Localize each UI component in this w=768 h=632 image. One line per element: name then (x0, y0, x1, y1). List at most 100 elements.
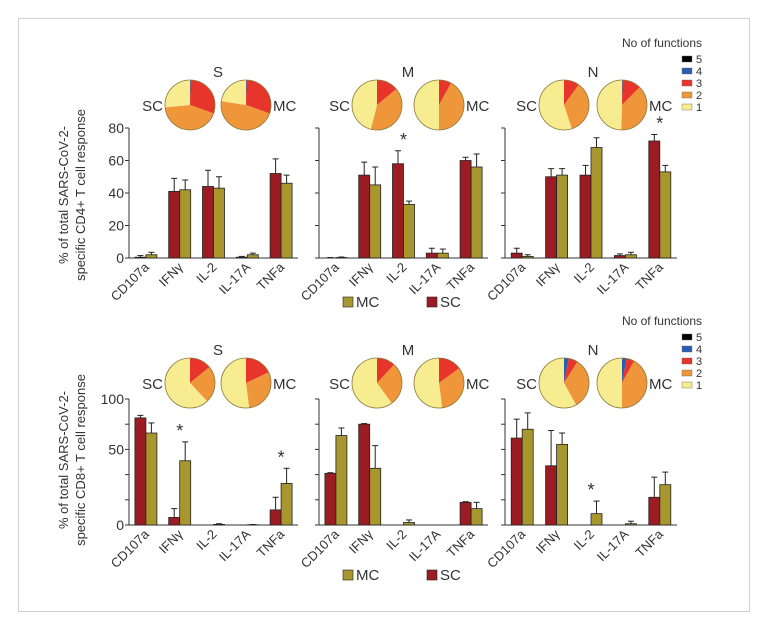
bar-SC-IFNγ (358, 423, 371, 526)
bar-SC-IL-17A (614, 255, 626, 259)
y-axis-label-line: specific CD8+ T cell response (73, 374, 88, 546)
bar-MC-IFNγ (369, 467, 382, 526)
x-tick-label: CD107a (484, 526, 529, 571)
pie-slice-f2 (439, 83, 464, 130)
pie-MC (413, 357, 465, 409)
y-tick-label: 0 (116, 517, 124, 533)
x-tick-label: TNFa (632, 259, 666, 293)
x-tick-label: IL-2 (193, 527, 219, 553)
pie-slice-f1 (352, 358, 392, 408)
pie-slice-f3 (246, 80, 271, 114)
pie-slice-f3 (564, 80, 579, 105)
pie-slice-f3 (622, 80, 640, 105)
pie-slice-f1 (164, 80, 190, 108)
x-tick-label: IL-17A (406, 259, 444, 297)
x-tick-label: IL-2 (571, 260, 597, 286)
bar-SC-IL-2 (202, 186, 214, 259)
significance-asterisk: * (587, 480, 594, 500)
x-tick-label: IL-17A (594, 526, 632, 564)
pie-outline (164, 79, 216, 131)
panel-M: M SC MC CD107a IFNγ IL-2IL-17A TNFa (298, 342, 490, 571)
pie-label-mc: MC (273, 376, 296, 393)
pie-MC (596, 79, 648, 131)
pie-slice-f3 (564, 358, 578, 383)
legend-swatch-SC (426, 296, 438, 308)
panel-S: 0 20 40 60 80 S SC MC CD107a IFNγ IL-2IL-17A TNFa (108, 64, 298, 304)
x-tick-label: IL-2 (383, 260, 409, 286)
x-tick-label: IL-2 (571, 527, 597, 553)
pie-slice-f1 (221, 358, 250, 408)
legend-label-MC: MC (356, 567, 379, 584)
pie-MC (413, 79, 465, 131)
panel-N: N SC MC CD107a IFNγ * IL-2IL-17A TNFa (484, 342, 677, 571)
panel-title: M (402, 64, 415, 81)
pie-slice-f4 (622, 358, 627, 383)
y-tick-label: 0 (116, 250, 124, 266)
bar-SC-CD107a (510, 437, 523, 526)
bar-SC-IFNγ (168, 517, 181, 526)
bar-MC-TNFa (659, 171, 672, 259)
bar-MC-IFNγ (556, 443, 568, 526)
x-tick-label: IL-2 (383, 527, 409, 553)
pie-outline (351, 357, 403, 409)
panel-N: N SC MC CD107a IFNγ IL-2IL-17A * TNFa (484, 64, 677, 304)
bar-SC-TNFa (269, 173, 282, 259)
pie-legend-label: 2 (696, 90, 702, 102)
pie-outline (413, 79, 465, 131)
pie-slice-f2 (564, 84, 589, 129)
x-tick-label: TNFa (444, 526, 478, 560)
pie-SC (351, 357, 403, 409)
y-tick-label: 100 (101, 391, 125, 407)
x-tick-label: CD107a (298, 259, 343, 304)
pie-outline (538, 79, 590, 131)
pie-outline (538, 357, 590, 409)
y-tick-label: 60 (108, 153, 124, 169)
pie-slice-f3 (190, 358, 210, 383)
pie-slice-f4 (190, 80, 191, 105)
pie-label-mc: MC (649, 376, 672, 393)
pie-MC (220, 357, 272, 409)
pie-outline (413, 357, 465, 409)
pie-slice-f2 (564, 361, 589, 405)
x-tick-label: TNFa (444, 259, 478, 293)
legend-label-SC: SC (440, 294, 461, 311)
bar-SC-IFNγ (545, 176, 557, 259)
pie-slice-f3 (439, 80, 452, 105)
bar-SC-CD107a (324, 472, 337, 526)
cd8-chart: % of total SARS-CoV-2- specific CD8+ T ce… (56, 314, 702, 584)
pie-label-mc: MC (649, 98, 672, 115)
x-tick-label: IFNγ (533, 526, 563, 556)
bar-MC-IL-17A (436, 252, 449, 259)
bar-SC-CD107a (134, 417, 147, 526)
pie-slice-f3 (439, 358, 460, 383)
pie-slice-f3 (377, 358, 395, 383)
legend-swatch-MC (342, 569, 354, 581)
pie-legend-label: 1 (696, 102, 702, 114)
x-tick-label: IL-2 (193, 260, 219, 286)
x-tick-label: IFNγ (156, 526, 186, 556)
bar-SC-TNFa (459, 501, 472, 526)
pie-slice-f2 (190, 367, 215, 402)
pie-SC (164, 357, 216, 409)
pie-legend-swatch (681, 369, 693, 377)
bar-MC-IL-2 (590, 513, 603, 526)
pie-slice-f1 (596, 80, 622, 130)
bar-MC-TNFa (470, 508, 483, 526)
pie-label-mc: MC (466, 376, 489, 393)
pie-legend-label: 5 (696, 332, 702, 344)
pie-slice-f1 (539, 80, 572, 130)
pie-label-mc: MC (466, 98, 489, 115)
bar-MC-IL-2 (403, 522, 415, 526)
bar-SC-IL-2 (392, 163, 404, 259)
pie-outline (596, 79, 648, 131)
bar-MC-IL-17A (625, 523, 637, 526)
pie-legend-title: No of functions (622, 314, 702, 328)
x-tick-label: IL-17A (406, 526, 444, 564)
pie-legend-swatch (681, 79, 693, 87)
pie-label-sc: SC (329, 98, 350, 115)
pie-legend-swatch (681, 333, 693, 341)
pie-slice-f2 (377, 364, 402, 404)
x-tick-label: IL-17A (216, 259, 254, 297)
